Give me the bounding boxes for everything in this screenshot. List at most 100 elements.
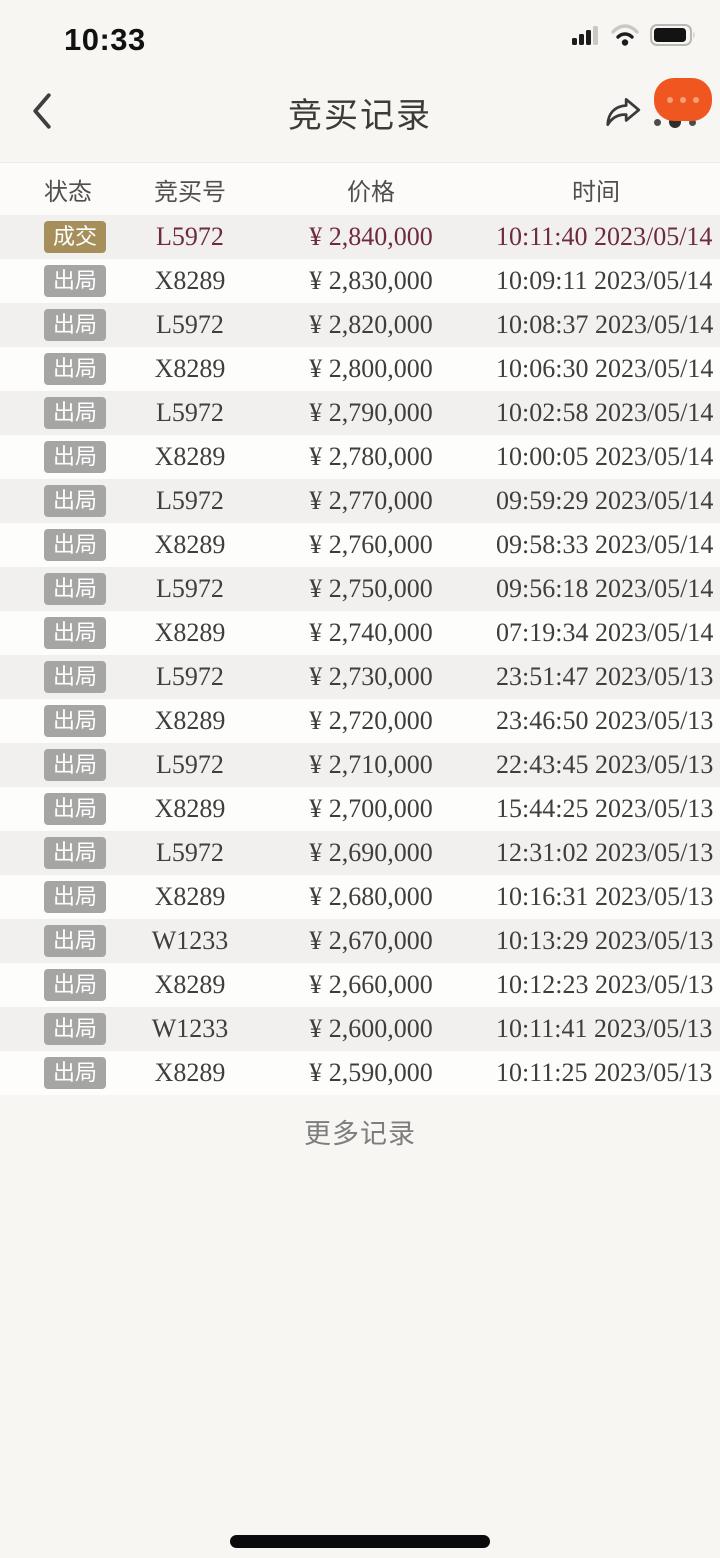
status-badge: 出局 — [44, 661, 107, 693]
bid-time: 10:13:29 2023/05/13 — [496, 926, 714, 955]
table-row: 出局 X8289 ¥ 2,590,000 10:11:25 2023/05/13 — [0, 1051, 720, 1095]
bid-time: 22:43:45 2023/05/13 — [496, 750, 714, 779]
chat-dot — [667, 96, 673, 103]
ellipsis-dot — [654, 118, 661, 126]
status-badge: 成交 — [44, 221, 107, 253]
status-badge: 出局 — [44, 1057, 107, 1089]
customer-service-bubble-button[interactable] — [654, 78, 712, 121]
bid-time: 10:06:30 2023/05/14 — [496, 354, 714, 383]
bid-number: X8289 — [154, 354, 226, 383]
bid-number: X8289 — [154, 970, 226, 999]
status-icons — [572, 24, 696, 51]
status-badge: 出局 — [44, 529, 107, 561]
bid-number: L5972 — [156, 662, 224, 691]
table-row: 出局 X8289 ¥ 2,760,000 09:58:33 2023/05/14 — [0, 523, 720, 567]
bid-price: ¥ 2,590,000 — [309, 1058, 433, 1087]
bid-number: X8289 — [154, 530, 226, 559]
ellipsis-dot — [689, 118, 696, 126]
bid-number: L5972 — [156, 750, 224, 779]
bid-time: 07:19:34 2023/05/14 — [496, 618, 714, 647]
status-badge: 出局 — [44, 837, 107, 869]
table-row: 出局 L5972 ¥ 2,710,000 22:43:45 2023/05/13 — [0, 743, 720, 787]
status-badge: 出局 — [44, 881, 107, 913]
table-row: 出局 L5972 ¥ 2,690,000 12:31:02 2023/05/13 — [0, 831, 720, 875]
bid-price: ¥ 2,760,000 — [309, 530, 433, 559]
status-badge: 出局 — [44, 353, 107, 385]
bid-records-table: 状态 竞买号 价格 时间 成交 L5972 ¥ 2,840,000 10:11:… — [0, 162, 720, 1095]
bid-number: X8289 — [154, 706, 226, 735]
status-badge: 出局 — [44, 705, 107, 737]
bid-time: 10:09:11 2023/05/14 — [496, 266, 713, 295]
forward-arrow-icon — [603, 98, 643, 135]
table-row: 出局 X8289 ¥ 2,800,000 10:06:30 2023/05/14 — [0, 347, 720, 391]
bid-number: L5972 — [156, 222, 224, 251]
bid-price: ¥ 2,600,000 — [309, 1014, 433, 1043]
page-title: 竞买记录 — [288, 97, 432, 135]
bid-price: ¥ 2,730,000 — [309, 662, 433, 691]
share-button[interactable] — [602, 92, 644, 134]
bid-price: ¥ 2,700,000 — [309, 794, 433, 823]
bid-number: L5972 — [156, 398, 224, 427]
column-header-status: 状态 — [44, 178, 92, 206]
battery-icon — [650, 24, 696, 51]
bid-price: ¥ 2,710,000 — [309, 750, 433, 779]
chevron-left-icon — [29, 92, 55, 132]
bid-price: ¥ 2,690,000 — [309, 838, 433, 867]
bid-number: W1233 — [151, 1014, 229, 1043]
status-badge: 出局 — [44, 397, 107, 429]
bid-time: 10:11:41 2023/05/13 — [496, 1014, 713, 1043]
status-badge: 出局 — [44, 309, 107, 341]
table-row: 出局 L5972 ¥ 2,770,000 09:59:29 2023/05/14 — [0, 479, 720, 523]
wifi-icon — [610, 24, 640, 51]
bid-number: X8289 — [154, 794, 226, 823]
bid-number: W1233 — [151, 926, 229, 955]
bid-number: X8289 — [154, 1058, 226, 1087]
bid-price: ¥ 2,800,000 — [309, 354, 433, 383]
bid-time: 23:51:47 2023/05/13 — [496, 662, 714, 691]
status-badge: 出局 — [44, 485, 107, 517]
bid-price: ¥ 2,670,000 — [309, 926, 433, 955]
bid-time: 10:12:23 2023/05/13 — [496, 970, 714, 999]
table-row: 出局 L5972 ¥ 2,750,000 09:56:18 2023/05/14 — [0, 567, 720, 611]
table-row: 出局 L5972 ¥ 2,820,000 10:08:37 2023/05/14 — [0, 303, 720, 347]
status-badge: 出局 — [44, 573, 107, 605]
table-row: 成交 L5972 ¥ 2,840,000 10:11:40 2023/05/14 — [0, 215, 720, 259]
bid-time: 10:11:25 2023/05/13 — [496, 1058, 713, 1087]
home-indicator[interactable] — [230, 1535, 490, 1548]
bid-number: X8289 — [154, 618, 226, 647]
nav-bar: 竞买记录 — [0, 62, 720, 162]
bid-price: ¥ 2,770,000 — [309, 486, 433, 515]
bid-price: ¥ 2,750,000 — [309, 574, 433, 603]
bid-price: ¥ 2,720,000 — [309, 706, 433, 735]
table-row: 出局 L5972 ¥ 2,790,000 10:02:58 2023/05/14 — [0, 391, 720, 435]
bid-time: 15:44:25 2023/05/13 — [496, 794, 714, 823]
bid-number: L5972 — [156, 486, 224, 515]
table-row: 出局 X8289 ¥ 2,720,000 23:46:50 2023/05/13 — [0, 699, 720, 743]
clock-time: 10:33 — [64, 22, 146, 57]
status-badge: 出局 — [44, 969, 107, 1001]
bid-number: X8289 — [154, 882, 226, 911]
bid-number: L5972 — [156, 574, 224, 603]
bid-time: 09:58:33 2023/05/14 — [496, 530, 714, 559]
table-row: 出局 X8289 ¥ 2,830,000 10:09:11 2023/05/14 — [0, 259, 720, 303]
bid-time: 09:56:18 2023/05/14 — [496, 574, 714, 603]
more-records-link[interactable]: 更多记录 — [298, 1111, 422, 1152]
bid-time: 10:02:58 2023/05/14 — [496, 398, 714, 427]
bid-time: 23:46:50 2023/05/13 — [496, 706, 714, 735]
bid-number: X8289 — [154, 266, 226, 295]
table-row: 出局 X8289 ¥ 2,680,000 10:16:31 2023/05/13 — [0, 875, 720, 919]
bid-number: X8289 — [154, 442, 226, 471]
bid-price: ¥ 2,660,000 — [309, 970, 433, 999]
status-badge: 出局 — [44, 265, 107, 297]
bid-time: 12:31:02 2023/05/13 — [496, 838, 714, 867]
status-badge: 出局 — [44, 617, 107, 649]
status-badge: 出局 — [44, 1013, 107, 1045]
bid-price: ¥ 2,680,000 — [309, 882, 433, 911]
back-button[interactable] — [22, 92, 62, 132]
bid-time: 10:08:37 2023/05/14 — [496, 310, 714, 339]
bid-time: 10:16:31 2023/05/13 — [496, 882, 714, 911]
bid-price: ¥ 2,790,000 — [309, 398, 433, 427]
column-header-price: 价格 — [347, 178, 395, 206]
bid-price: ¥ 2,830,000 — [309, 266, 433, 295]
table-row: 出局 W1233 ¥ 2,600,000 10:11:41 2023/05/13 — [0, 1007, 720, 1051]
